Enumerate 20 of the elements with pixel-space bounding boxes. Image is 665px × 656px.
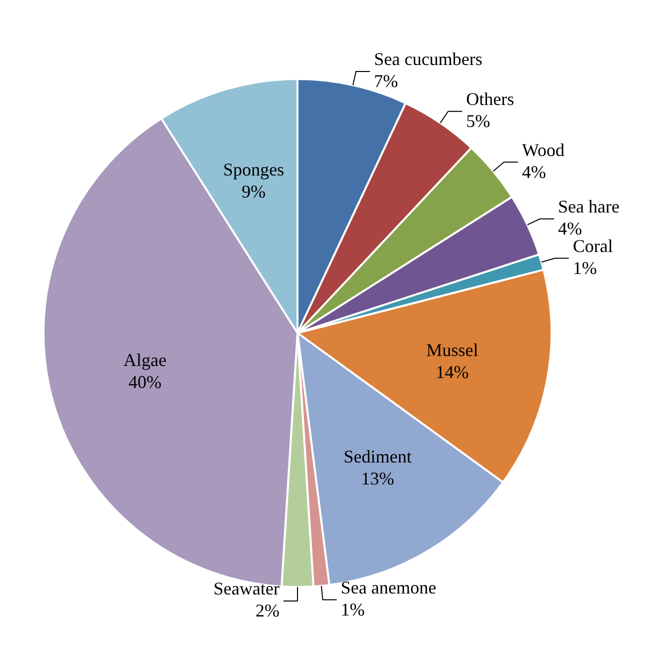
data-label: 7% (374, 71, 398, 92)
slice-label: Algae (123, 350, 166, 370)
data-label: 1% (572, 258, 597, 278)
data-label: 2% (256, 600, 280, 621)
data-label: 5% (466, 111, 490, 132)
slice-label: Sediment (344, 446, 412, 466)
slice-label: Seawater (214, 578, 280, 599)
data-label: 14% (436, 362, 469, 382)
data-label: 9% (242, 182, 266, 202)
data-label: 4% (522, 162, 546, 182)
data-label: 1% (340, 600, 365, 620)
slice-label: Sea cucumbers (374, 49, 482, 70)
slice-label: Sea hare (558, 196, 620, 217)
slice-label: Wood (522, 140, 565, 160)
slice-label: Sponges (223, 160, 284, 180)
data-label: 13% (361, 468, 394, 488)
slice-label: Others (466, 89, 514, 110)
slice-label: Sea anemone (340, 578, 436, 598)
slice-label: Mussel (426, 340, 478, 360)
data-label: 40% (128, 372, 162, 392)
